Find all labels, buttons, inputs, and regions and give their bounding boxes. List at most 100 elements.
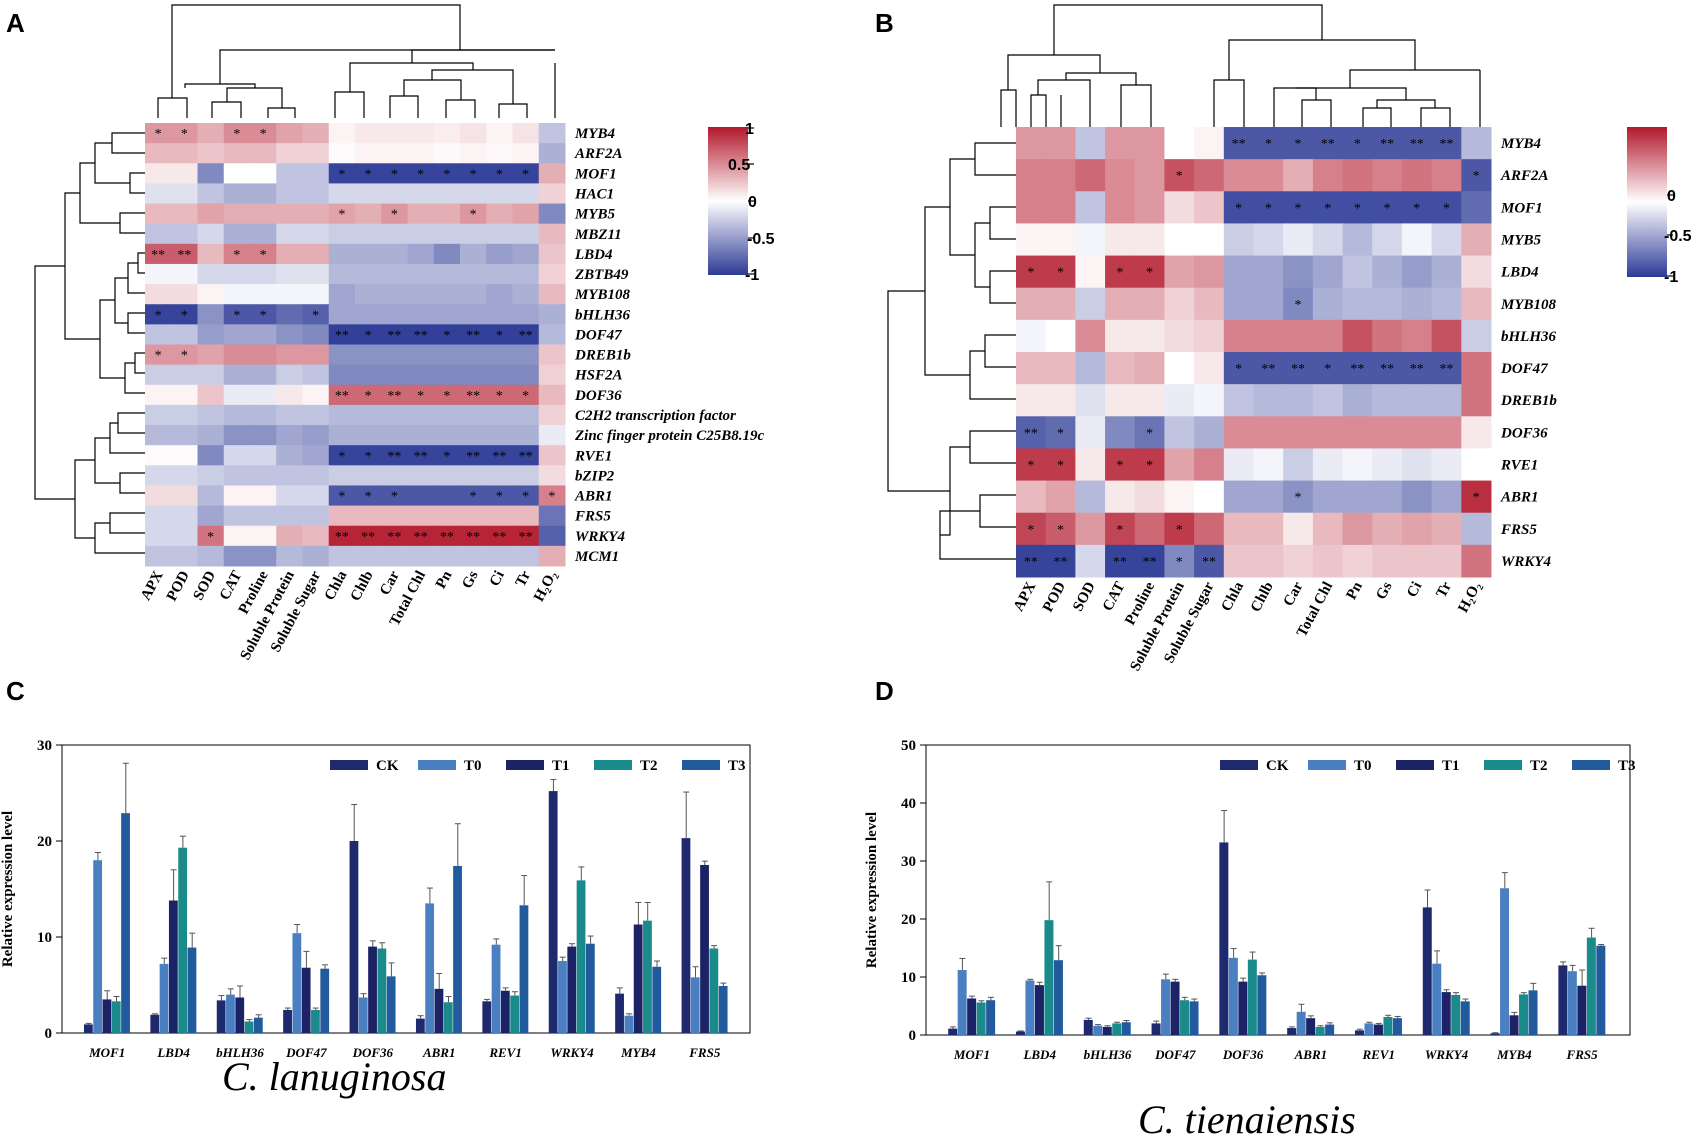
- heatmap-cell: [1223, 255, 1254, 289]
- row-label-dof36: DOF36: [1500, 425, 1548, 441]
- heatmap-cell: [145, 243, 172, 265]
- x-tick-label-dof36: DOF36: [1222, 1047, 1264, 1062]
- heatmap-cell: [1223, 319, 1254, 353]
- heatmap-cell: [223, 344, 251, 366]
- significance-mark: *: [1146, 266, 1153, 281]
- heatmap-cell: [328, 263, 356, 285]
- heatmap-b-row-labels: MYB4 ARF2A MOF1 MYB5 LBD4 MYB108 bHLH36 DOF47 DR…: [1500, 136, 1557, 570]
- heatmap-cell: [250, 445, 277, 466]
- heatmap-cell: [538, 203, 566, 225]
- heatmap-cell: [460, 465, 487, 486]
- heatmap-cell: [1075, 255, 1106, 289]
- heatmap-cell: [1194, 223, 1225, 257]
- heatmap-cell: [433, 344, 461, 366]
- heatmap-cell: [355, 263, 382, 285]
- heatmap-cell: [1401, 384, 1433, 417]
- significance-mark: **: [466, 530, 480, 545]
- heatmap-cell: [486, 545, 513, 567]
- heatmap-cell: [145, 263, 172, 285]
- row-label-myb4: MYB4: [574, 126, 616, 142]
- heatmap-cell: [1164, 287, 1195, 321]
- heatmap-cell: [1401, 416, 1433, 449]
- heatmap-cell: [1431, 127, 1462, 160]
- bar-rev1-ck: [1354, 1030, 1364, 1035]
- heatmap-cell: [1164, 448, 1195, 482]
- heatmap-cell: [250, 485, 277, 507]
- bar-chart-c: 0 10 20 30 Relative expression level MOF1 LBD4…: [0, 738, 751, 1060]
- heatmap-cell: [1164, 544, 1195, 578]
- legend-label-ck: CK: [376, 758, 399, 774]
- column-label-tr: Tr: [1434, 579, 1456, 601]
- heatmap-cell: [1105, 448, 1136, 482]
- bar-dof36-t0: [358, 997, 368, 1033]
- heatmap-cell: [460, 183, 487, 205]
- heatmap-cell: [433, 384, 461, 406]
- heatmap-cell: [1253, 159, 1284, 192]
- heatmap-cell: [381, 364, 408, 386]
- heatmap-cell: [1253, 448, 1284, 482]
- heatmap-cell: [538, 425, 566, 446]
- bar-myb4-t1: [1509, 1015, 1519, 1035]
- heatmap-cell: [1016, 287, 1047, 321]
- row-label-frs5: FRS5: [574, 509, 611, 525]
- heatmap-cell: [250, 263, 277, 285]
- heatmap-cell: [538, 344, 566, 366]
- heatmap-cell: [197, 525, 225, 547]
- bar-dof36-t1: [1238, 981, 1248, 1035]
- heatmap-cell: [1105, 480, 1136, 514]
- significance-mark: *: [181, 308, 188, 323]
- heatmap-cell: [1164, 191, 1195, 224]
- heatmap-cell: [1075, 416, 1106, 449]
- heatmap-b-cells: ** * * ** * ** ** *** ** * * * * * * ** * * *** ** ** * ** ** **…: [1016, 127, 1492, 578]
- heatmap-cell: [276, 324, 303, 345]
- heatmap-cell: [433, 525, 461, 547]
- bar-rev1-t3: [519, 905, 529, 1033]
- heatmap-cell: [223, 384, 251, 406]
- bar-myb4-t0: [1500, 888, 1510, 1035]
- column-label-car: Car: [1281, 579, 1307, 609]
- bar-lbd4-t2: [178, 847, 188, 1033]
- heatmap-cell: [276, 445, 303, 466]
- heatmap-cell: [302, 263, 330, 285]
- heatmap-cell: [1401, 127, 1433, 160]
- significance-mark: *: [1176, 555, 1183, 570]
- significance-mark: *: [443, 167, 450, 182]
- heatmap-cell: [486, 263, 513, 285]
- heatmap-cell: [1045, 544, 1076, 578]
- bar-frs5-t3: [1596, 945, 1606, 1035]
- heatmap-cell: [1372, 127, 1403, 160]
- heatmap-cell: [1342, 416, 1373, 449]
- heatmap-cell: [302, 304, 330, 325]
- heatmap-cell: [512, 344, 540, 366]
- heatmap-cell: [1164, 512, 1195, 546]
- heatmap-cell: [486, 223, 513, 245]
- bar-dof36-ck: [1219, 842, 1229, 1035]
- bar-abr1-t3: [453, 865, 462, 1033]
- heatmap-cell: [486, 505, 513, 527]
- heatmap-cell: [1253, 416, 1284, 449]
- row-label-abr1: ABR1: [574, 489, 613, 505]
- heatmap-cell: [1134, 448, 1165, 482]
- heatmap-cell: [302, 243, 330, 265]
- significance-mark: *: [1027, 523, 1034, 538]
- heatmap-cell: [1134, 223, 1165, 257]
- significance-mark: *: [1176, 169, 1183, 184]
- significance-mark: *: [1057, 426, 1064, 441]
- heatmap-cell: [512, 445, 540, 466]
- heatmap-cell: [486, 445, 513, 466]
- bar-lbd4-t1: [168, 900, 178, 1033]
- heatmap-cell: [1283, 319, 1314, 353]
- heatmap-cell: [1164, 127, 1195, 160]
- bar-frs5-t1: [1577, 985, 1587, 1035]
- heatmap-cell: [1372, 352, 1403, 385]
- bar-abr1-t0: [1296, 1011, 1306, 1035]
- heatmap-cell: [355, 465, 382, 486]
- heatmap-cell: [1372, 512, 1403, 546]
- heatmap-cell: [1461, 512, 1492, 546]
- column-label-gs: Gs: [459, 568, 481, 591]
- bar-lbd4-t2: [1044, 920, 1054, 1035]
- heatmap-cell: [538, 284, 566, 305]
- heatmap-cell: [407, 445, 435, 466]
- x-tick-label-bhlh36: bHLH36: [216, 1045, 264, 1060]
- heatmap-cell: [381, 344, 408, 366]
